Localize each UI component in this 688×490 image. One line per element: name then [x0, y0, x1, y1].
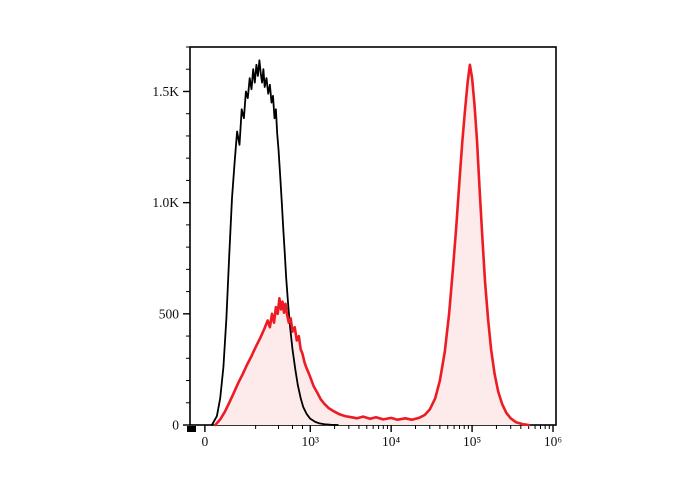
- x-tick-label: 10⁵: [463, 434, 482, 449]
- control-histogram-outline: [211, 59, 339, 426]
- x-tick-label: 10⁶: [544, 434, 563, 449]
- y-tick-label: 0: [172, 418, 179, 433]
- y-tick-label: 1.0K: [152, 195, 179, 210]
- y-axis: 0 500 1.0K 1.5K: [152, 46, 190, 433]
- stained-histogram-outline: [214, 63, 530, 427]
- x-tick-label: 10³: [301, 434, 319, 449]
- x-tick-label: 10⁴: [382, 434, 401, 449]
- y-tick-label: 1.5K: [152, 84, 179, 99]
- x-tick-label: 0: [202, 434, 209, 449]
- series-layer: [211, 59, 530, 427]
- x-axis: 0 10³ 10⁴ 10⁵ 10⁶: [187, 425, 562, 449]
- axis-origin-tick: [187, 426, 196, 432]
- stained-histogram-fill: [215, 64, 529, 426]
- y-tick-label: 500: [159, 306, 180, 321]
